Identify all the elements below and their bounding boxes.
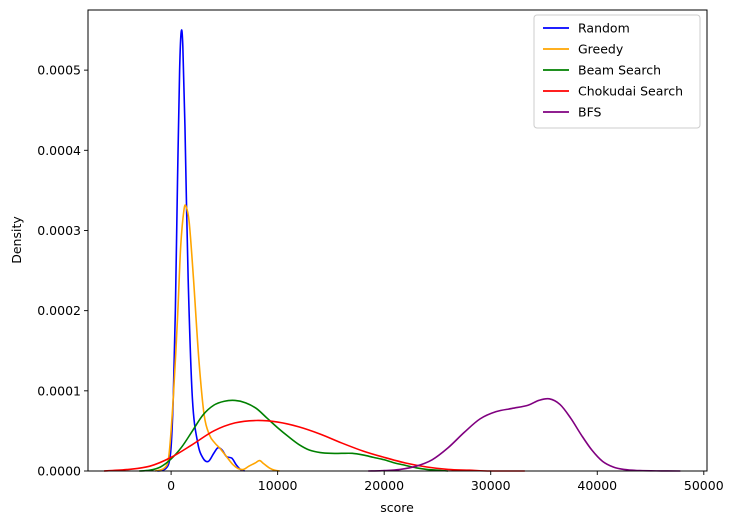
y-tick-label: 0.0005	[37, 63, 81, 78]
legend: Random Greedy Beam Search Chokudai Search BF…	[533, 14, 701, 129]
legend-label: Beam Search	[578, 63, 661, 78]
series-line-chokudai-search	[103, 419, 525, 472]
x-tick-label: 10000	[258, 478, 298, 493]
y-tick-label: 0.0001	[37, 383, 81, 398]
series-line-bfs	[368, 397, 681, 472]
x-tick-label: 40000	[577, 478, 617, 493]
x-axis: 0 10000 20000 30000 40000 50000	[167, 471, 724, 493]
y-tick-label: 0.0002	[37, 303, 81, 318]
legend-label: Greedy	[578, 42, 624, 57]
legend-label: Random	[578, 21, 630, 36]
series-layer	[103, 29, 681, 472]
series-line-greedy	[154, 204, 280, 472]
x-axis-label: score	[380, 500, 414, 515]
x-tick-label: 50000	[684, 478, 724, 493]
y-tick-label: 0.0003	[37, 223, 81, 238]
x-tick-label: 0	[167, 478, 175, 493]
plot-frame	[87, 9, 708, 472]
legend-box	[533, 14, 701, 129]
series-line-beam-search	[139, 399, 449, 472]
legend-label: Chokudai Search	[578, 84, 683, 99]
legend-label: BFS	[578, 105, 602, 120]
y-tick-label: 0.0004	[37, 143, 81, 158]
y-axis: 0.0000 0.0001 0.0002 0.0003 0.0004 0.0005	[37, 63, 88, 479]
y-axis-label: Density	[9, 216, 24, 264]
x-tick-label: 20000	[364, 478, 404, 493]
y-tick-label: 0.0000	[37, 464, 81, 479]
x-tick-label: 30000	[471, 478, 511, 493]
